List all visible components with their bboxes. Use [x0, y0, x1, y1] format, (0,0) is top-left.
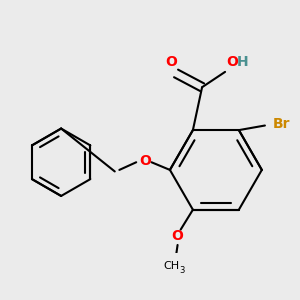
Text: Br: Br — [273, 117, 290, 131]
Text: O: O — [226, 55, 238, 69]
Text: O: O — [140, 154, 151, 168]
Text: H: H — [237, 55, 248, 69]
Text: CH: CH — [164, 261, 179, 272]
Text: O: O — [172, 229, 184, 243]
Text: O: O — [166, 55, 177, 69]
Text: 3: 3 — [180, 266, 185, 275]
